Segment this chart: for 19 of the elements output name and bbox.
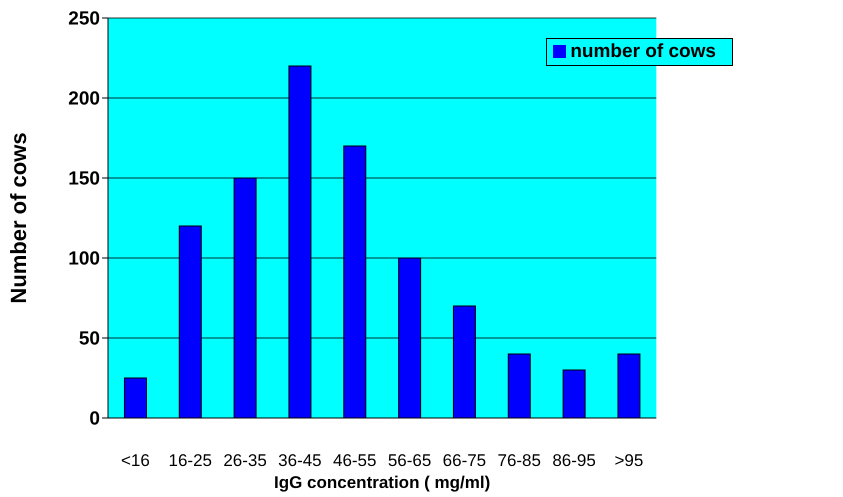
x-tick-label: >95: [614, 451, 644, 470]
y-tick-label: 50: [78, 328, 100, 350]
x-tick-label: 36-45: [278, 451, 322, 470]
x-tick-label: 66-75: [442, 451, 486, 470]
x-tick-label: 86-95: [552, 451, 596, 470]
y-tick-label: 250: [68, 8, 100, 30]
y-tick-label: 100: [68, 248, 100, 270]
x-tick-label: 76-85: [497, 451, 541, 470]
x-axis-title: IgG concentration ( mg/ml): [274, 473, 490, 492]
y-tick-label: 150: [68, 168, 100, 190]
x-tick-label: <16: [120, 451, 150, 470]
y-axis-title: Number of cows: [6, 132, 31, 304]
x-tick-label: 56-65: [388, 451, 432, 470]
x-tick-label: 46-55: [333, 451, 376, 470]
y-tick-label: 200: [68, 88, 100, 110]
x-tick-label: 16-25: [168, 451, 212, 470]
y-tick-label: 0: [89, 408, 100, 430]
x-tick-label: 26-35: [223, 451, 267, 470]
legend-label: number of cows: [570, 41, 716, 62]
